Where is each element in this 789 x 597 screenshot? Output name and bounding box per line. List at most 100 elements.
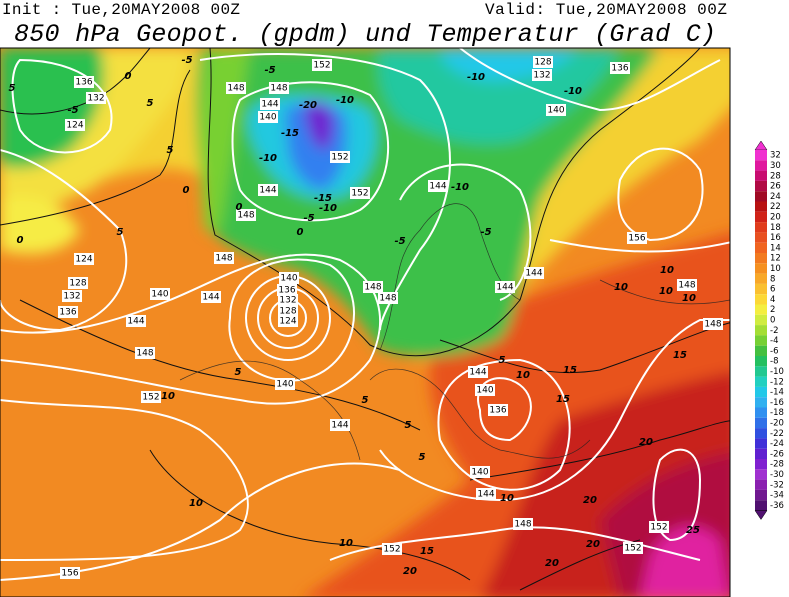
geopotential-label: 144 — [259, 186, 276, 196]
geopotential-label-box — [378, 292, 398, 304]
colorbar-label: -30 — [770, 470, 784, 480]
geopotential-label-box — [546, 104, 566, 116]
temperature-label: -5 — [264, 65, 275, 76]
colorbar-cell — [755, 180, 767, 192]
geopotential-label-box — [532, 69, 552, 81]
geopotential-label-box — [470, 466, 490, 478]
geopotential-label: 128 — [279, 307, 296, 317]
temperature-label: -20 — [299, 100, 317, 111]
geopotential-label: 140 — [471, 468, 488, 478]
colorbar-cell — [755, 314, 767, 326]
colorbar-cell — [755, 273, 767, 284]
geopotential-label: 152 — [383, 545, 400, 555]
geopotential-label: 144 — [127, 317, 144, 327]
colorbar-label: -28 — [770, 460, 784, 470]
geopotential-label-box — [86, 92, 106, 104]
geopotential-label-box — [141, 391, 161, 403]
geopotential-label: 128 — [534, 58, 551, 68]
colorbar-label: 2 — [770, 305, 775, 315]
temperature-label: -15 — [281, 128, 299, 139]
temperature-label: 20 — [639, 437, 653, 448]
map-title: 850 hPa Geopot. (gpdm) und Temperatur (G… — [14, 20, 716, 49]
map-frame — [0, 47, 731, 597]
colorbar-cell — [755, 335, 767, 346]
geopotential-label: 144 — [202, 293, 219, 303]
colorbar-label: 16 — [770, 233, 781, 243]
geopotential-label: 136 — [75, 78, 92, 88]
geopotential-label-box — [363, 281, 383, 293]
colorbar-cell — [755, 448, 767, 459]
geopotential-label: 132 — [63, 292, 80, 302]
colorbar-cell — [755, 356, 767, 367]
colorbar-cell — [755, 417, 767, 429]
geopotential-label: 136 — [59, 308, 76, 318]
geopotential-label-box — [476, 488, 496, 500]
colorbar-bottom-arrow — [754, 510, 768, 520]
geopotential-label: 144 — [469, 368, 486, 378]
colorbar-cell — [755, 459, 767, 470]
temperature-label: 5 — [167, 145, 174, 156]
geopotential-label-box — [258, 184, 278, 196]
colorbar-cell — [755, 345, 767, 356]
valid-time: Valid: Tue,20MAY2008 00Z — [485, 1, 727, 19]
temperature-label: 0 — [183, 185, 190, 196]
geopotential-label-box — [524, 267, 544, 279]
geopotential-label: 144 — [477, 490, 494, 500]
geopotential-label-box — [627, 232, 647, 244]
geopotential-label: 124 — [279, 317, 296, 327]
colorbar-cell — [755, 489, 767, 501]
colorbar-label: -34 — [770, 491, 784, 501]
colorbar-cell — [755, 325, 767, 336]
geopotential-label-box — [428, 180, 448, 192]
colorbar-label: -10 — [770, 367, 784, 377]
temperature-label: 15 — [420, 546, 434, 557]
temperature-label: 20 — [586, 539, 600, 550]
colorbar-label: -12 — [770, 377, 784, 387]
colorbar-label: 10 — [770, 264, 781, 274]
temperature-label: 15 — [673, 350, 687, 361]
geopotential-label-box — [58, 306, 78, 318]
geopotential-label: 140 — [547, 106, 564, 116]
geopotential-label: 144 — [429, 182, 446, 192]
geopotential-label-box — [236, 209, 256, 221]
colorbar-label: 12 — [770, 254, 781, 264]
colorbar-label: 28 — [770, 171, 781, 181]
geopotential-label-box — [277, 284, 297, 296]
colorbar-label: -32 — [770, 480, 784, 490]
geopotential-label: 156 — [61, 569, 78, 579]
geopotential-label: 148 — [364, 283, 381, 293]
temperature-label: 5 — [235, 367, 242, 378]
geopotential-label: 148 — [227, 84, 244, 94]
geopotential-label: 132 — [533, 71, 550, 81]
temperature-label: 15 — [563, 365, 577, 376]
geopotential-label-box — [677, 279, 697, 291]
geopotential-label-box — [74, 253, 94, 265]
colorbar-label: -2 — [770, 326, 778, 336]
geopotential-label-box — [513, 518, 533, 530]
temperature-label: -10 — [259, 153, 277, 164]
temperature-label: 25 — [686, 525, 700, 536]
temperature-label: 10 — [614, 282, 628, 293]
colorbar: 32302826242220181614121086420-2-4-6-8-10… — [754, 140, 784, 520]
geopotential-label-box — [226, 82, 246, 94]
geopotential-label-box — [260, 98, 280, 110]
geopotential-label-box — [258, 111, 278, 123]
colorbar-label: 18 — [770, 223, 781, 233]
temperature-label: 10 — [339, 538, 353, 549]
temperature-label: 5 — [117, 227, 124, 238]
temperature-label: -5 — [303, 213, 314, 224]
colorbar-label: -14 — [770, 388, 784, 398]
geopotential-label-box — [382, 543, 402, 555]
temperature-label: 10 — [500, 493, 514, 504]
geopotential-label: 124 — [75, 255, 92, 265]
geopotential-label: 140 — [476, 386, 493, 396]
colorbar-cell — [755, 253, 767, 264]
temperature-label: 10 — [660, 265, 674, 276]
temperature-label: -15 — [314, 193, 332, 204]
geopotential-label: 148 — [514, 520, 531, 530]
geopotential-label-box — [279, 272, 299, 284]
geopotential-label: 136 — [489, 406, 506, 416]
geopotential-label-box — [126, 315, 146, 327]
colorbar-label: 8 — [770, 274, 775, 284]
